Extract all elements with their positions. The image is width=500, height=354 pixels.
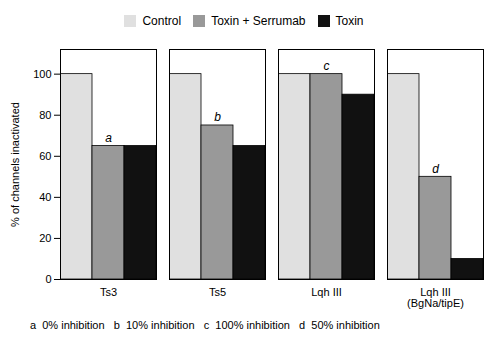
svg-text:80: 80 (39, 109, 51, 121)
svg-text:Ts5: Ts5 (209, 286, 226, 298)
svg-text:c: c (324, 59, 330, 73)
svg-text:0: 0 (45, 273, 51, 285)
svg-text:60: 60 (39, 150, 51, 162)
svg-text:a: a (105, 131, 112, 145)
svg-text:Ts3: Ts3 (100, 286, 117, 298)
html-text:Toxin: Toxin (335, 13, 364, 28)
svg-text:20: 20 (39, 232, 51, 244)
svg-text:d: d (432, 162, 439, 176)
svg-text:40: 40 (39, 191, 51, 203)
svg-text:100: 100 (33, 68, 51, 80)
html-text:a 0% inhibition b 10% inhibiti: a 0% inhibition b 10% inhibition c 100% … (30, 319, 380, 331)
svg-text:Lqh III: Lqh III (311, 286, 342, 298)
svg-text:b: b (214, 110, 221, 124)
svg-text:Lqh III(BgNa/tipE): Lqh III(BgNa/tipE) (407, 286, 464, 309)
html-text:Control: Control (142, 13, 182, 28)
svg-text:% of channels inactivated: % of channels inactivated (9, 102, 21, 227)
html-text:Toxin + Serrumab: Toxin + Serrumab (211, 13, 306, 28)
